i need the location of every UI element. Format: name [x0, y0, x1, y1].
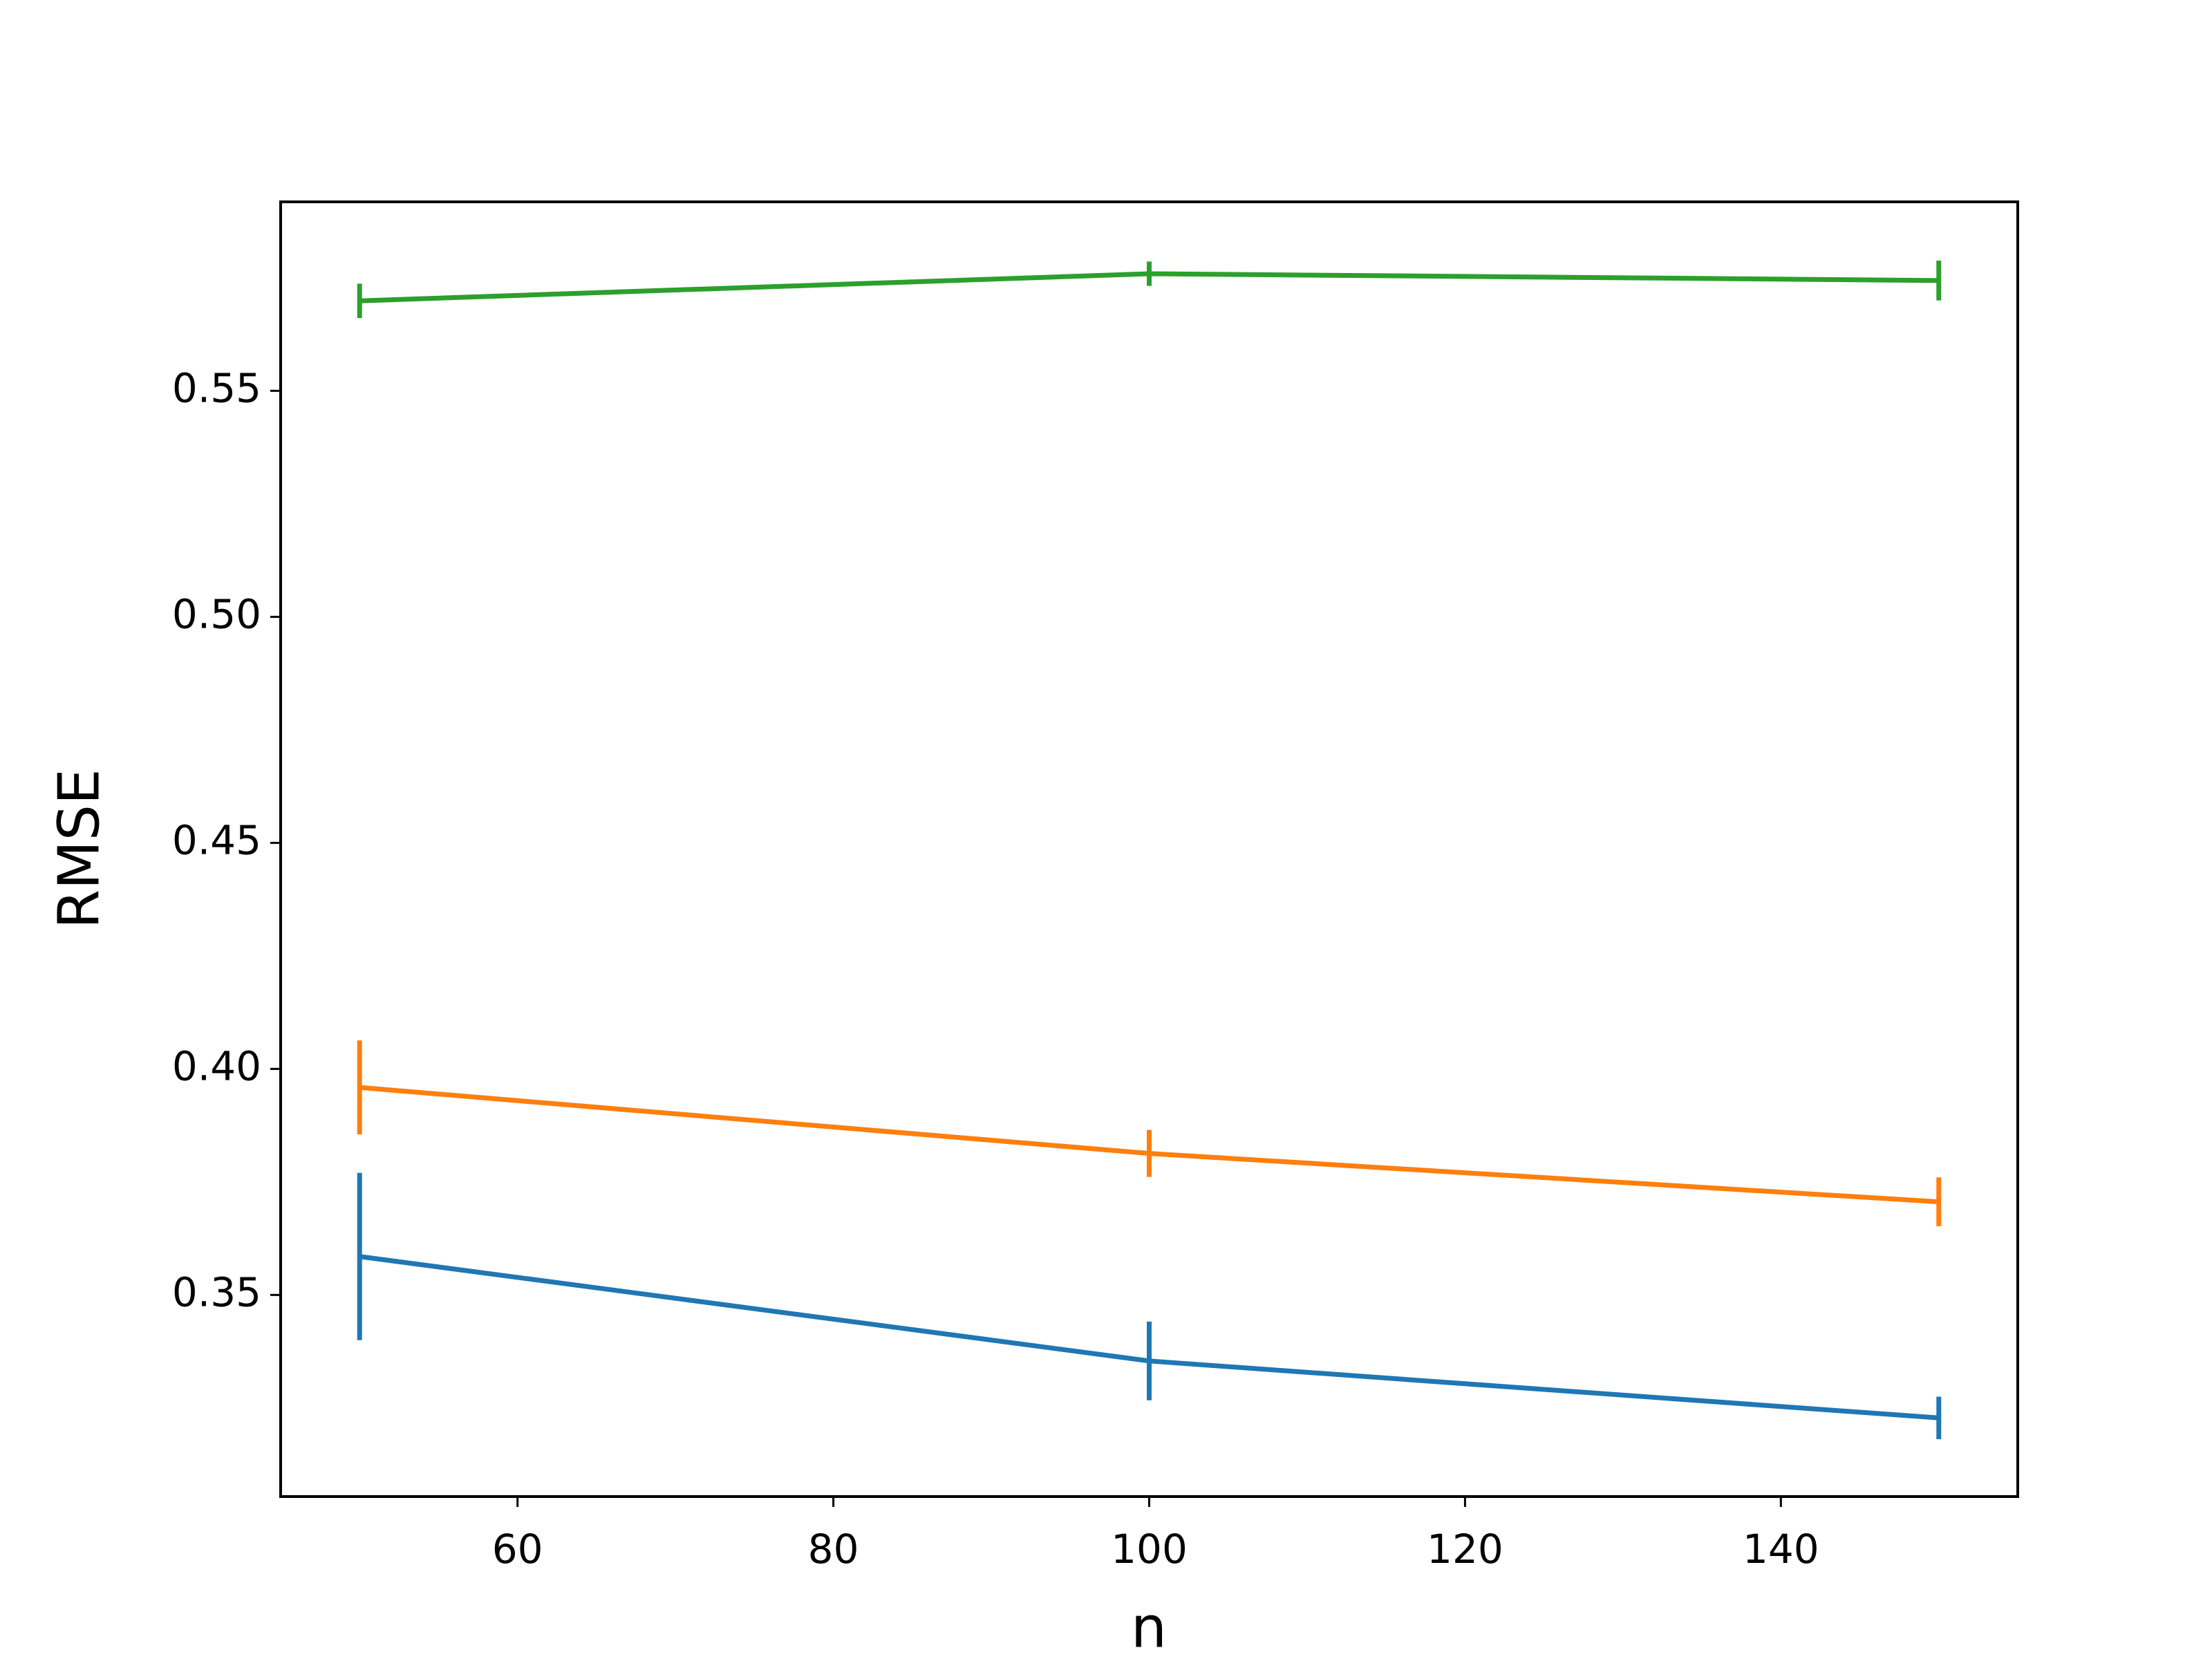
x-tick-label: 140	[1743, 1526, 1819, 1573]
x-axis-title: n	[1131, 1595, 1167, 1659]
y-tick-label: 0.55	[172, 364, 261, 411]
x-tick-label: 120	[1427, 1526, 1503, 1573]
x-tick-label: 60	[492, 1526, 543, 1573]
y-tick-label: 0.45	[172, 816, 261, 863]
x-tick-label: 100	[1111, 1526, 1188, 1573]
plot-frame	[279, 200, 2019, 1498]
y-axis-title: RMSE	[46, 769, 112, 929]
y-tick-label: 0.40	[172, 1042, 261, 1089]
y-tick-label: 0.35	[172, 1268, 261, 1315]
y-tick-label: 0.50	[172, 590, 261, 637]
x-tick-label: 80	[808, 1526, 859, 1573]
